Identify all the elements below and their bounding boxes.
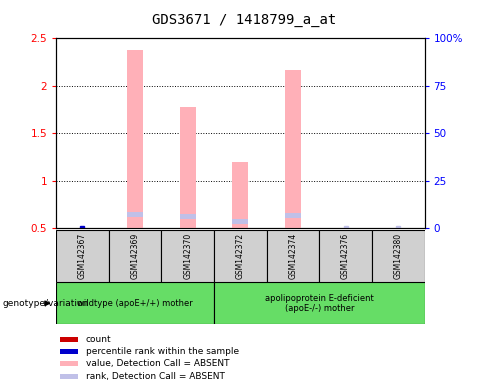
Text: value, Detection Call = ABSENT: value, Detection Call = ABSENT [85,359,229,368]
Bar [285,213,301,218]
Text: GSM142370: GSM142370 [183,233,192,280]
Bar [266,230,319,282]
Bar [180,107,196,228]
Text: GSM142376: GSM142376 [341,233,350,280]
Bar [56,230,109,282]
Bar [60,337,78,342]
Bar [127,50,143,228]
Bar [127,212,143,217]
Text: genotype/variation: genotype/variation [2,299,89,308]
Text: GSM142380: GSM142380 [394,233,403,280]
Bar [56,282,214,324]
Bar [319,230,372,282]
Bar [214,230,266,282]
Text: GSM142369: GSM142369 [131,233,140,280]
Bar [214,282,425,324]
Bar [232,162,248,228]
Text: GSM142372: GSM142372 [236,233,245,280]
Text: apolipoprotein E-deficient
(apoE-/-) mother: apolipoprotein E-deficient (apoE-/-) mot… [265,294,374,313]
Bar [180,214,196,219]
Text: count: count [85,335,111,344]
Bar [372,230,425,282]
Bar [60,374,78,379]
Bar [162,230,214,282]
Text: GSM142374: GSM142374 [288,233,298,280]
Bar [60,361,78,366]
Text: rank, Detection Call = ABSENT: rank, Detection Call = ABSENT [85,372,224,381]
Bar [285,70,301,228]
Text: GDS3671 / 1418799_a_at: GDS3671 / 1418799_a_at [152,13,336,27]
Bar [232,219,248,224]
Bar [109,230,162,282]
Text: wildtype (apoE+/+) mother: wildtype (apoE+/+) mother [77,299,193,308]
Text: percentile rank within the sample: percentile rank within the sample [85,347,239,356]
Text: GSM142367: GSM142367 [78,233,87,280]
Bar [60,349,78,354]
